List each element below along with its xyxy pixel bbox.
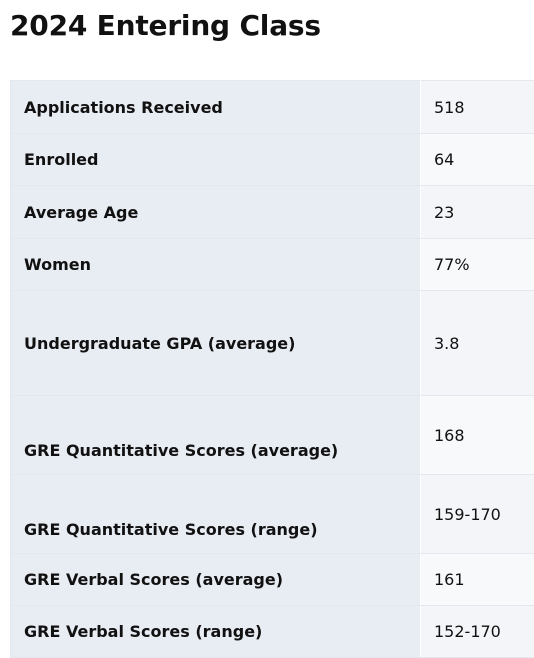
- table-row: Undergraduate GPA (average) 3.8: [11, 291, 534, 396]
- table-row: Applications Received 518: [11, 81, 534, 134]
- row-label: Enrolled: [11, 134, 421, 186]
- table-row: Women 77%: [11, 239, 534, 291]
- row-value: 23: [421, 186, 534, 239]
- table-row: GRE Verbal Scores (average) 161: [11, 554, 534, 606]
- row-value: 168: [421, 396, 534, 475]
- row-value: 518: [421, 81, 534, 134]
- row-value: 152-170: [421, 606, 534, 658]
- row-label: Average Age: [11, 186, 421, 239]
- row-label: GRE Quantitative Scores (average): [11, 396, 421, 475]
- row-label: Undergraduate GPA (average): [11, 291, 421, 396]
- table-row: Average Age 23: [11, 186, 534, 239]
- table-row: Enrolled 64: [11, 134, 534, 186]
- page-title: 2024 Entering Class: [10, 8, 321, 44]
- table-row: GRE Quantitative Scores (average) 168: [11, 396, 534, 475]
- row-label: GRE Verbal Scores (average): [11, 554, 421, 606]
- row-value: 161: [421, 554, 534, 606]
- stats-table-body: Applications Received 518 Enrolled 64 Av…: [11, 81, 534, 658]
- row-label: Women: [11, 239, 421, 291]
- row-value: 64: [421, 134, 534, 186]
- row-value: 77%: [421, 239, 534, 291]
- row-value: 159-170: [421, 475, 534, 554]
- entering-class-stats-table: Applications Received 518 Enrolled 64 Av…: [10, 80, 534, 658]
- row-label: GRE Quantitative Scores (range): [11, 475, 421, 554]
- row-label: Applications Received: [11, 81, 421, 134]
- row-value: 3.8: [421, 291, 534, 396]
- table-row: GRE Verbal Scores (range) 152-170: [11, 606, 534, 658]
- row-label: GRE Verbal Scores (range): [11, 606, 421, 658]
- table-row: GRE Quantitative Scores (range) 159-170: [11, 475, 534, 554]
